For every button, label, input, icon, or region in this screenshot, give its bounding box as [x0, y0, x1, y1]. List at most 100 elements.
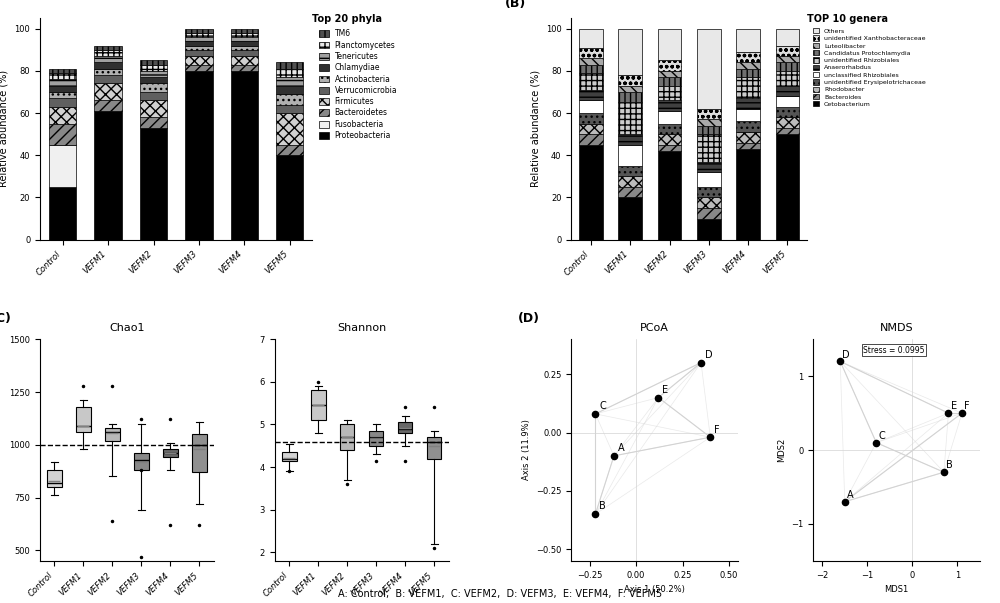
Point — [954, 408, 970, 418]
Text: Stress = 0.0995: Stress = 0.0995 — [863, 346, 925, 355]
Bar — [49, 107, 76, 124]
Bar — [49, 98, 76, 107]
Bar — [776, 134, 799, 239]
Bar — [658, 111, 681, 124]
Text: A: A — [618, 443, 624, 453]
Bar — [776, 128, 799, 134]
Text: C: C — [879, 431, 885, 441]
Bar — [231, 65, 258, 71]
PathPatch shape — [192, 434, 207, 472]
Bar — [94, 100, 122, 111]
Bar — [618, 75, 642, 86]
Bar — [276, 145, 303, 155]
Bar — [276, 69, 303, 77]
Text: A: A — [847, 490, 854, 500]
Title: PCoA: PCoA — [640, 323, 669, 333]
X-axis label: MDS1: MDS1 — [884, 585, 909, 594]
PathPatch shape — [427, 437, 441, 458]
Y-axis label: Relative abundance (%): Relative abundance (%) — [530, 71, 540, 188]
Bar — [185, 33, 213, 37]
Text: D: D — [705, 350, 712, 360]
Bar — [776, 71, 799, 86]
Bar — [231, 45, 258, 49]
Bar — [140, 77, 167, 83]
PathPatch shape — [163, 449, 178, 458]
Bar — [185, 65, 213, 71]
Bar — [697, 187, 721, 197]
Point — [702, 432, 718, 442]
Text: (C): (C) — [0, 312, 12, 324]
Bar — [579, 100, 603, 113]
Bar — [276, 104, 303, 113]
Bar — [185, 41, 213, 45]
Bar — [140, 71, 167, 77]
Bar — [618, 103, 642, 134]
Bar — [49, 145, 76, 187]
Bar — [579, 134, 603, 145]
Bar — [231, 37, 258, 41]
Bar — [185, 49, 213, 56]
Bar — [658, 60, 681, 71]
Bar — [579, 113, 603, 124]
Bar — [140, 128, 167, 239]
Bar — [776, 28, 799, 45]
Bar — [94, 69, 122, 75]
Bar — [276, 94, 303, 104]
Bar — [736, 77, 760, 98]
Bar — [697, 134, 721, 162]
Bar — [579, 48, 603, 58]
Bar — [49, 124, 76, 145]
PathPatch shape — [76, 407, 91, 432]
Bar — [579, 58, 603, 65]
Bar — [185, 37, 213, 41]
Bar — [776, 96, 799, 107]
Bar — [94, 49, 122, 56]
Bar — [276, 62, 303, 69]
Bar — [94, 83, 122, 100]
Bar — [579, 90, 603, 100]
Title: NMDS: NMDS — [880, 323, 913, 333]
Bar — [736, 149, 760, 239]
Bar — [231, 41, 258, 45]
Bar — [697, 119, 721, 125]
Bar — [231, 49, 258, 56]
Bar — [276, 86, 303, 94]
Bar — [94, 45, 122, 49]
PathPatch shape — [282, 452, 297, 461]
Bar — [49, 86, 76, 92]
Bar — [276, 113, 303, 145]
Text: B: B — [946, 461, 953, 470]
PathPatch shape — [398, 422, 412, 433]
Text: Top 20 phyla: Top 20 phyla — [312, 14, 382, 24]
Bar — [231, 28, 258, 33]
Bar — [618, 145, 642, 166]
Bar — [49, 73, 76, 79]
Bar — [49, 79, 76, 86]
Bar — [185, 56, 213, 65]
PathPatch shape — [134, 453, 149, 470]
Bar — [658, 71, 681, 77]
Bar — [736, 62, 760, 69]
Text: E: E — [951, 402, 957, 411]
Text: E: E — [662, 385, 668, 395]
Bar — [697, 28, 721, 109]
Legend: Others, unidentified Xanthobacteraceae, Luteolibacter, Candidatus Protochlamydia: Others, unidentified Xanthobacteraceae, … — [810, 26, 928, 110]
Y-axis label: Relative abundance (%): Relative abundance (%) — [0, 71, 9, 188]
Bar — [140, 117, 167, 128]
Title: Chao1: Chao1 — [109, 323, 145, 333]
Text: F: F — [714, 425, 720, 435]
Bar — [776, 45, 799, 56]
Bar — [185, 45, 213, 49]
Point — [868, 438, 884, 447]
Text: (B): (B) — [505, 0, 527, 10]
Bar — [776, 56, 799, 62]
Bar — [618, 28, 642, 75]
Bar — [49, 187, 76, 239]
Bar — [276, 77, 303, 86]
Bar — [658, 86, 681, 100]
Bar — [140, 60, 167, 65]
Point — [587, 510, 603, 519]
PathPatch shape — [369, 431, 383, 446]
Bar — [276, 155, 303, 239]
Bar — [94, 111, 122, 239]
